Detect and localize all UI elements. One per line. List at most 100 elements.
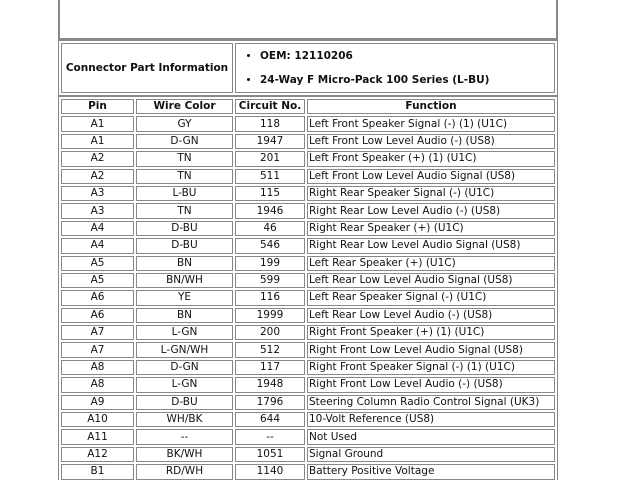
cell-function: Right Rear Low Level Audio Signal (US8) [307,238,555,254]
cell-wire-color: BN [136,307,233,324]
table-row: A7 L-GN/WH 512 Right Front Low Level Audio … [61,342,555,358]
cell-pin: A6 [61,307,134,324]
cell-function: Left Rear Low Level Audio Signal (US8) [307,272,555,289]
table-row: A3 L-BU 115 Right Rear Speaker Signal (-) (… [61,185,555,202]
cell-wire-color: D-BU [136,220,233,237]
cell-wire-color: WH/BK [136,412,233,428]
cell-pin: A10 [61,412,134,428]
pinout-table: Pin Wire Color Circuit No. Function A1 GY 118… [58,96,558,480]
cell-pin: B1 [61,464,134,480]
table-row: A6 BN 1999 Left Rear Low Level Audio (-) (U… [61,307,555,324]
cell-circuit-no: 1999 [235,307,305,324]
cell-circuit-no: 512 [235,342,305,358]
cell-function: Left Front Speaker Signal (-) (1) (U1C) [307,116,555,132]
table-row: A3 TN 1946 Right Rear Low Level Audio (-) (… [61,203,555,219]
table-row: B1 RD/WH 1140 Battery Positive Voltage [61,464,555,480]
cell-function: Left Rear Low Level Audio (-) (US8) [307,307,555,324]
table-row: A9 D-BU 1796 Steering Column Radio Control … [61,394,555,411]
cell-pin: A12 [61,446,134,463]
cell-circuit-no: 201 [235,151,305,167]
table-row: A12 BK/WH 1051 Signal Ground [61,446,555,463]
cell-pin: A8 [61,359,134,376]
cell-function: Not Used [307,429,555,445]
cell-circuit-no: 599 [235,272,305,289]
table-row: A8 L-GN 1948 Right Front Low Level Audio (-… [61,377,555,393]
table-row: A11 -- -- Not Used [61,429,555,445]
cell-function: Right Rear Low Level Audio (-) (US8) [307,203,555,219]
cell-wire-color: YE [136,290,233,306]
cell-function: Right Front Low Level Audio Signal (US8) [307,342,555,358]
cell-circuit-no: 116 [235,290,305,306]
table-header-row: Pin Wire Color Circuit No. Function [61,99,555,115]
table-row: A5 BN/WH 599 Left Rear Low Level Audio Sign… [61,272,555,289]
cell-wire-color: L-BU [136,185,233,202]
header-function: Function [307,99,555,115]
cell-circuit-no: 1051 [235,446,305,463]
cell-wire-color: L-GN/WH [136,342,233,358]
cell-circuit-no: 1140 [235,464,305,480]
cell-wire-color: L-GN [136,377,233,393]
cell-function: Steering Column Radio Control Signal (UK… [307,394,555,411]
cell-circuit-no: 1947 [235,133,305,150]
cell-wire-color: TN [136,203,233,219]
table-row: A1 GY 118 Left Front Speaker Signal (-) (1)… [61,116,555,132]
cell-function: Left Front Speaker (+) (1) (U1C) [307,151,555,167]
cell-pin: A8 [61,377,134,393]
connector-info-values: OEM: 12110206 24-Way F Micro-Pack 100 Se… [235,43,555,93]
cell-circuit-no: 115 [235,185,305,202]
table-row: A7 L-GN 200 Right Front Speaker (+) (1) (U1… [61,325,555,341]
cell-circuit-no: 1946 [235,203,305,219]
cell-circuit-no: 511 [235,168,305,184]
cell-wire-color: RD/WH [136,464,233,480]
oem-part-number: OEM: 12110206 [260,44,554,68]
cell-function: Right Rear Speaker (+) (U1C) [307,220,555,237]
cell-pin: A3 [61,185,134,202]
cell-circuit-no: 644 [235,412,305,428]
cell-wire-color: TN [136,168,233,184]
connector-info-table: Connector Part Information OEM: 12110206… [58,40,558,96]
cell-pin: A2 [61,168,134,184]
cell-circuit-no: 200 [235,325,305,341]
table-row: A4 D-BU 546 Right Rear Low Level Audio Sign… [61,238,555,254]
cell-function: Left Front Low Level Audio Signal (US8) [307,168,555,184]
cell-circuit-no: 1796 [235,394,305,411]
cell-function: Left Rear Speaker (+) (U1C) [307,255,555,271]
cell-circuit-no: 1948 [235,377,305,393]
cell-pin: A1 [61,116,134,132]
table-row: A10 WH/BK 644 10-Volt Reference (US8) [61,412,555,428]
cell-function: Right Front Speaker (+) (1) (U1C) [307,325,555,341]
cell-pin: A7 [61,342,134,358]
cell-wire-color: L-GN [136,325,233,341]
cell-function: Signal Ground [307,446,555,463]
table-row: A1 D-GN 1947 Left Front Low Level Audio (-)… [61,133,555,150]
cell-circuit-no: 117 [235,359,305,376]
header-circuit-no: Circuit No. [235,99,305,115]
table-row: A2 TN 201 Left Front Speaker (+) (1) (U1C) [61,151,555,167]
cell-wire-color: D-BU [136,238,233,254]
cell-pin: A4 [61,220,134,237]
table-row: A6 YE 116 Left Rear Speaker Signal (-) (U1C… [61,290,555,306]
cell-pin: A3 [61,203,134,219]
cell-circuit-no: -- [235,429,305,445]
cell-function: 10-Volt Reference (US8) [307,412,555,428]
cell-function: Right Front Speaker Signal (-) (1) (U1C) [307,359,555,376]
cell-pin: A4 [61,238,134,254]
header-pin: Pin [61,99,134,115]
cell-circuit-no: 46 [235,220,305,237]
cell-circuit-no: 118 [235,116,305,132]
table-row: A8 D-GN 117 Right Front Speaker Signal (-) … [61,359,555,376]
cell-circuit-no: 199 [235,255,305,271]
cell-wire-color: BN [136,255,233,271]
cell-function: Left Rear Speaker Signal (-) (U1C) [307,290,555,306]
cell-pin: A11 [61,429,134,445]
cell-function: Left Front Low Level Audio (-) (US8) [307,133,555,150]
cell-pin: A5 [61,272,134,289]
cell-pin: A6 [61,290,134,306]
cell-wire-color: BK/WH [136,446,233,463]
cell-wire-color: D-GN [136,359,233,376]
cell-function: Battery Positive Voltage [307,464,555,480]
cell-pin: A5 [61,255,134,271]
table-row: A4 D-BU 46 Right Rear Speaker (+) (U1C) [61,220,555,237]
cell-function: Right Front Low Level Audio (-) (US8) [307,377,555,393]
cell-pin: A9 [61,394,134,411]
